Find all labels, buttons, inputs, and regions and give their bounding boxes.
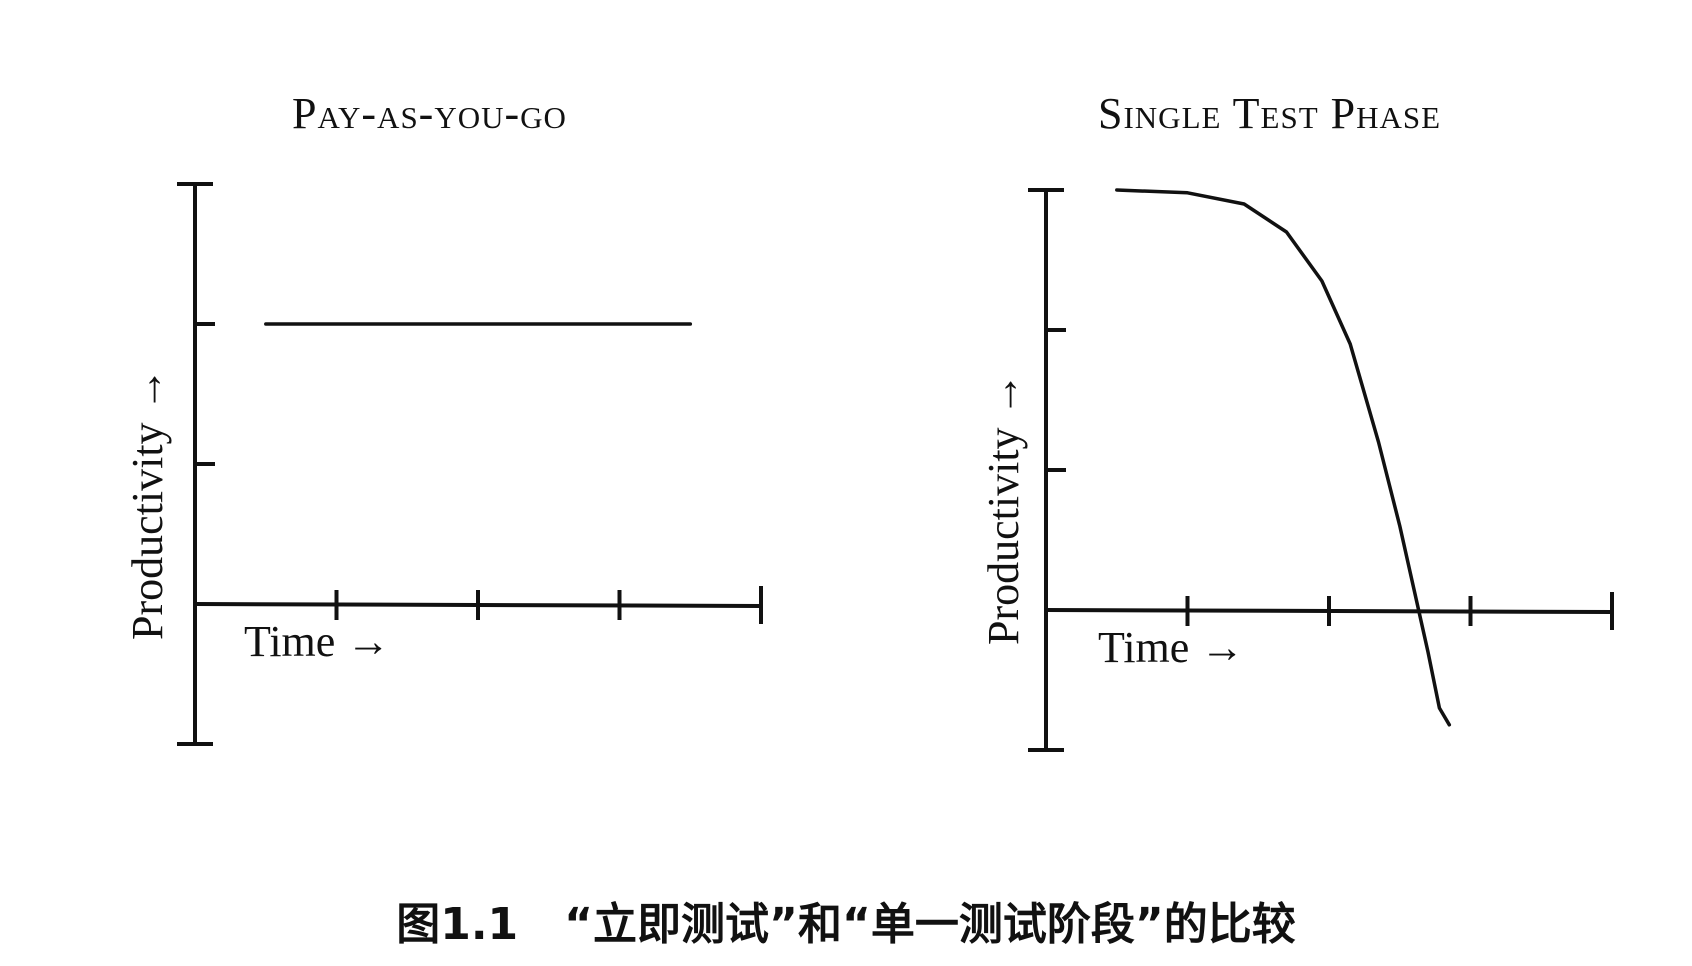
chart-1-title: Pay-as-you-go: [292, 89, 567, 138]
chart-1-pay-as-you-go: [177, 182, 763, 746]
chart-2-x-axis-label: Time →: [1098, 623, 1245, 672]
figure-caption: 图1.1 “立即测试”和“单一测试阶段”的比较: [396, 899, 1296, 950]
chart-1-x-axis-label: Time →: [244, 617, 391, 666]
series-line: [1115, 188, 1452, 727]
chart-2-title: Single Test Phase: [1098, 89, 1442, 138]
chart-2-single-test-phase: [1028, 188, 1614, 752]
